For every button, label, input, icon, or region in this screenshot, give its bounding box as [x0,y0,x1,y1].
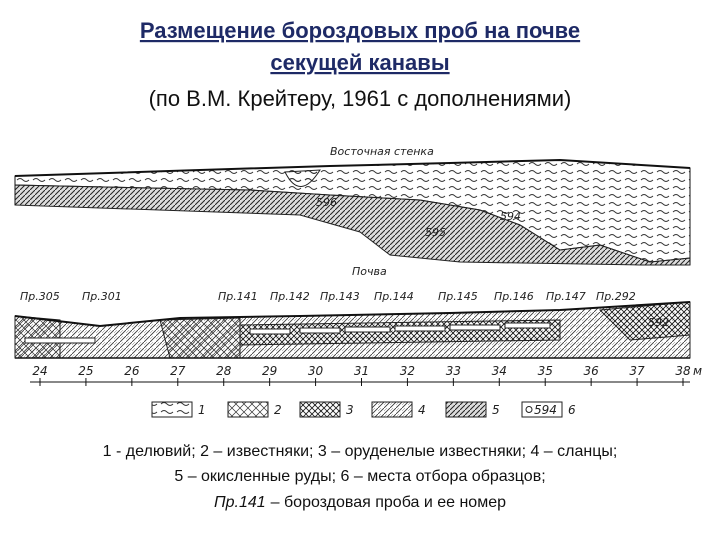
title-line: Размещение бороздовых проб на почве [140,18,580,43]
scale-unit: м [693,364,702,378]
caption-line: 5 – окисленные руды; 6 – места отбора об… [174,468,545,485]
sample-label: 592 [648,316,669,329]
floor-section [14,301,691,359]
sample-label: Пр.146 [494,290,534,303]
title-line: секущей канавы [270,50,449,75]
legend-swatch [227,401,269,418]
caption-line: 1 - делювий; 2 – известняки; 3 – орудене… [103,443,618,460]
scale-label: 37 [629,364,645,378]
sample-label: Пр.147 [546,290,586,303]
legend-swatch [521,401,563,418]
legend-swatch [151,401,193,418]
sample-label: Пр.142 [270,290,310,303]
scale-label: 27 [170,364,186,378]
legend-swatch [371,401,413,418]
caption-text: – бороздовая проба и ее номер [271,494,506,511]
sample-label: Пр.305 [20,290,60,303]
sample-label: Пр.141 [218,290,258,303]
scale-label: 31 [354,364,369,378]
legend-swatch [445,401,487,418]
scale-label: 26 [124,364,140,378]
legend-label: 2 [274,403,282,417]
scale-label: 35 [538,364,553,378]
legend-sample: 594 [534,403,557,417]
east-wall [14,158,691,266]
legend-label: 5 [492,403,500,417]
legend-label: 4 [418,403,426,417]
legend-swatch [299,401,341,418]
sample-label: Пр.292 [596,290,636,303]
scale-label: 30 [308,364,324,378]
scale-label: 29 [262,364,277,378]
caption-example: Пр.141 [214,494,266,511]
scale-label: 24 [32,364,47,378]
wall-label: Восточная стенка [330,145,434,158]
sample-label: Пр.144 [374,290,414,303]
scale-label: 34 [492,364,507,378]
scale: 24 25 26 27 28 29 30 31 32 33 34 35 36 37 38 м [30,364,702,386]
legend-label: 3 [346,403,354,417]
sample-label: Пр.301 [82,290,122,303]
legend-label: 6 [568,403,576,417]
sample-label: Пр.145 [438,290,478,303]
scale-label: 33 [446,364,461,378]
sample-label: 595 [425,226,446,239]
sample-label: 594 [500,210,521,223]
sample-label: Пр.143 [320,290,360,303]
sample-label: 596 [316,196,337,209]
legend: 1 2 3 4 5 6 594 [151,401,576,418]
legend-label: 1 [198,403,206,417]
subtitle: (по В.М. Крейтеру, 1961 с дополнениями) [149,86,572,111]
scale-label: 25 [78,364,93,378]
scale-label: 38 [675,364,691,378]
legend-sample-dot [525,406,533,413]
scale-label: 36 [584,364,600,378]
floor-label: Почва [352,265,387,278]
scale-label: 32 [400,364,415,378]
caption-line: Пр.141 – бороздовая проба и ее номер [214,494,506,511]
scale-label: 28 [216,364,232,378]
